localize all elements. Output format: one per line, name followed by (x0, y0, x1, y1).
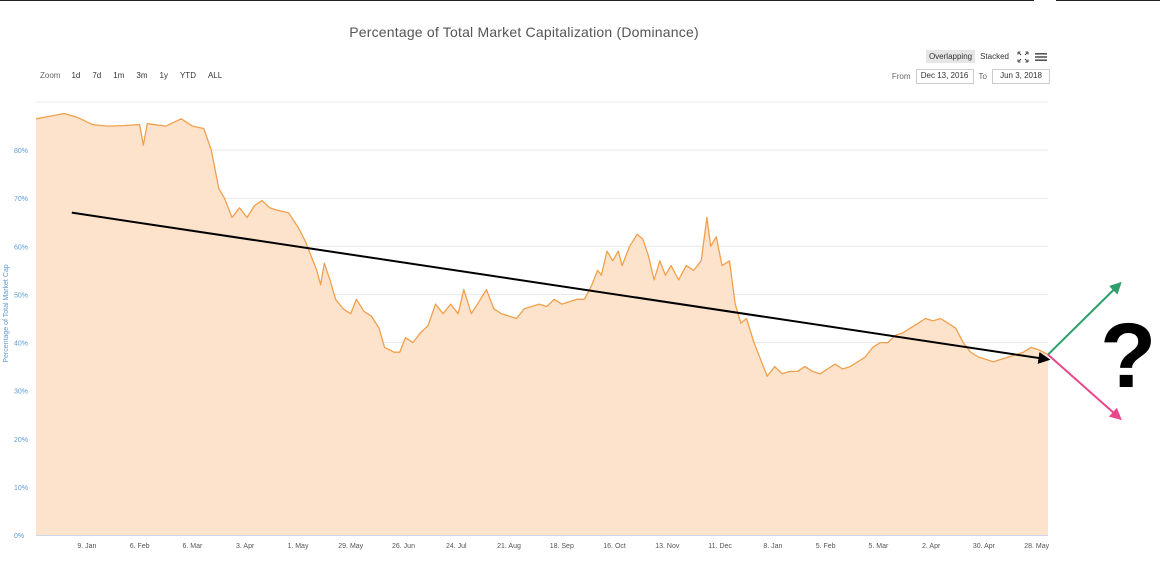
zoom-1m-button[interactable]: 1m (113, 71, 125, 80)
x-tick-label: 6. Feb (130, 543, 150, 550)
x-tick-label: 24. Jul (446, 543, 467, 550)
question-mark: ? (1100, 305, 1156, 407)
down-arrow (1047, 353, 1122, 421)
x-tick-label: 9. Jan (77, 543, 96, 550)
x-tick-label: 3. Apr (236, 543, 255, 550)
y-tick-label: 0% (14, 533, 24, 540)
y-tick-label: 70% (14, 196, 28, 203)
zoom-1d-button[interactable]: 1d (71, 71, 81, 80)
x-tick-label: 26. Jun (392, 543, 415, 550)
zoom-all-button[interactable]: ALL (207, 71, 223, 80)
stacked-button[interactable]: Stacked (980, 52, 1009, 61)
x-tick-label: 1. May (287, 543, 309, 550)
y-tick-label: 30% (14, 389, 28, 396)
from-date-input[interactable]: Dec 13, 2016 (915, 69, 974, 84)
y-tick-label: 50% (14, 292, 28, 299)
to-label: To (978, 72, 987, 81)
x-tick-label: 13. Nov (655, 543, 680, 550)
series-line (35, 112, 1049, 377)
to-date-input[interactable]: Jun 3, 2018 (992, 69, 1050, 84)
menu-icon[interactable] (1034, 51, 1048, 63)
y-tick-label: 20% (14, 437, 28, 444)
x-tick-label: 28. May (1024, 543, 1049, 550)
zoom-ytd-button[interactable]: YTD (179, 71, 196, 80)
series-area (36, 113, 1048, 535)
x-tick-label: 29. May (338, 543, 363, 550)
zoom-1y-button[interactable]: 1y (159, 71, 168, 80)
zoom-7d-button[interactable]: 7d (92, 71, 102, 80)
trendline-arrow (71, 211, 1051, 364)
date-range-bar: From Dec 13, 2016 To Jun 3, 2018 (887, 69, 1050, 84)
expand-icon[interactable] (1016, 50, 1030, 63)
zoom-label: Zoom (40, 71, 61, 80)
x-tick-label: 8. Jan (763, 543, 782, 550)
from-label: From (891, 72, 911, 81)
top-border (0, 0, 1160, 1)
y-tick-label: 60% (14, 244, 28, 251)
x-tick-label: 11. Dec (708, 543, 732, 550)
y-tick-label: 10% (14, 485, 28, 492)
x-tick-label: 21. Aug (497, 543, 521, 550)
zoom-bar: Zoom 1d 7d 1m 3m 1y YTD ALL (40, 70, 229, 81)
y-axis-title: Percentage of Total Market Cap (3, 264, 10, 362)
y-tick-label: 80% (14, 148, 28, 155)
x-tick-label: 18. Sep (550, 543, 574, 550)
up-arrow (1047, 281, 1122, 356)
chart-title: Percentage of Total Market Capitalizatio… (349, 24, 699, 40)
mode-bar: Overlapping Stacked (924, 50, 1048, 63)
overlapping-button[interactable]: Overlapping (925, 50, 976, 63)
zoom-3m-button[interactable]: 3m (136, 71, 148, 80)
top-border-gap (1034, 0, 1056, 1)
x-tick-label: 5. Feb (816, 543, 836, 550)
y-tick-label: 40% (14, 341, 28, 348)
x-tick-label: 30. Apr (973, 543, 996, 550)
x-tick-label: 16. Oct (603, 543, 626, 550)
x-tick-label: 2. Apr (922, 543, 941, 550)
x-tick-label: 5. Mar (868, 543, 889, 550)
x-tick-label: 6. Mar (182, 543, 203, 550)
